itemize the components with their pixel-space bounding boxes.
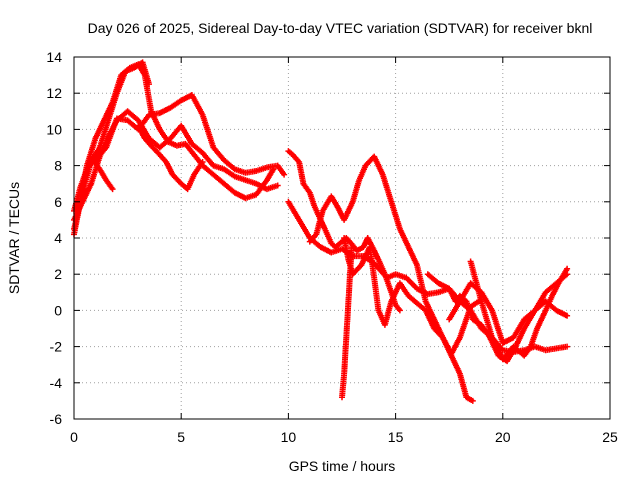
y-tick-label: 6 xyxy=(54,194,62,210)
x-tick-label: 25 xyxy=(602,429,618,445)
x-tick-label: 10 xyxy=(281,429,297,445)
y-tick-label: 4 xyxy=(54,230,62,246)
y-axis-label: SDTVAR / TECUs xyxy=(6,182,22,294)
x-tick-label: 5 xyxy=(177,429,185,445)
series-layer xyxy=(71,59,571,404)
y-tick-label: 8 xyxy=(54,158,62,174)
y-tick-label: 2 xyxy=(54,266,62,282)
series-markers xyxy=(135,122,206,193)
series-markers xyxy=(341,235,476,404)
y-tick-label: -4 xyxy=(50,375,63,391)
y-tick-label: 12 xyxy=(46,85,62,101)
data-series xyxy=(135,122,206,193)
x-tick-label: 20 xyxy=(495,429,511,445)
x-tick-label: 15 xyxy=(388,429,404,445)
series-markers xyxy=(339,244,355,401)
tick-layer: 0 5 10 15 20 25 -6 -4 -2 0 2 4 6 8 10 12 14 xyxy=(46,49,618,445)
data-series xyxy=(339,244,355,401)
y-tick-label: 14 xyxy=(46,49,62,65)
y-tick-label: -2 xyxy=(50,339,63,355)
series-markers xyxy=(306,153,485,357)
x-axis-label: GPS time / hours xyxy=(289,458,396,474)
series-markers xyxy=(446,271,571,346)
y-tick-label: -6 xyxy=(50,411,63,427)
data-series xyxy=(92,92,288,178)
data-series xyxy=(341,235,476,404)
series-markers xyxy=(92,92,288,178)
data-series xyxy=(446,271,571,346)
data-series xyxy=(306,153,485,357)
y-tick-label: 0 xyxy=(54,302,62,318)
y-tick-label: 10 xyxy=(46,121,62,137)
x-tick-label: 0 xyxy=(70,429,78,445)
chart-title: Day 026 of 2025, Sidereal Day-to-day VTE… xyxy=(88,20,593,36)
